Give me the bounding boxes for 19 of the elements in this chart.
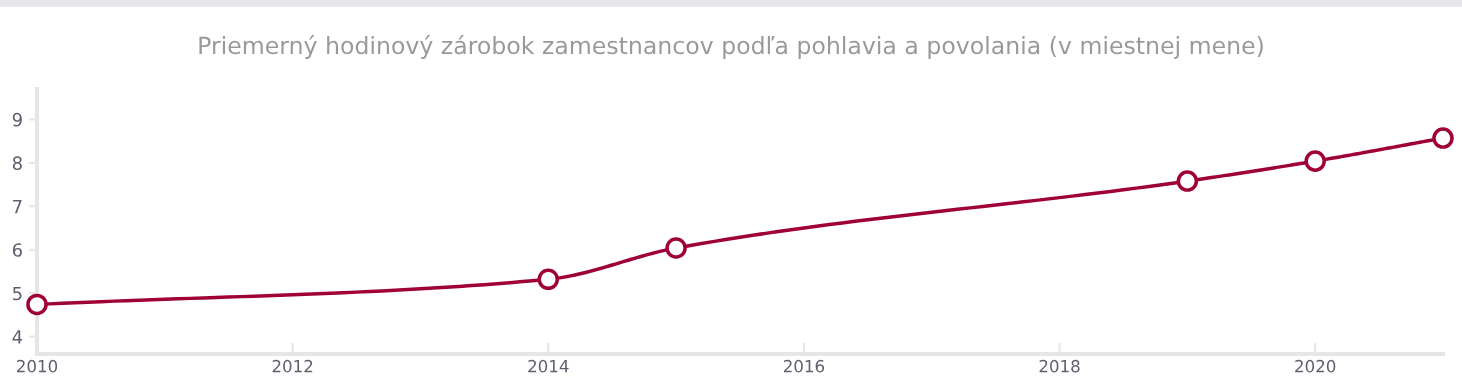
point	[1432, 127, 1454, 149]
x-tick-label: 2010	[17, 359, 58, 373]
y-tick-label: 7	[13, 199, 22, 214]
point	[537, 268, 560, 291]
y-tick-label: 6	[12, 243, 22, 257]
point	[26, 293, 48, 316]
x-tick-label: 2012	[272, 359, 313, 373]
y-tick-label: 9	[12, 112, 22, 127]
x-tick-label: 2016	[783, 359, 825, 373]
point	[1304, 150, 1326, 172]
y-tick-label: 8	[12, 156, 22, 170]
y-tick-label: 5	[13, 286, 22, 301]
x-tick-label: 2020	[1295, 359, 1336, 373]
y-tick-label: 4	[12, 330, 23, 344]
x-tick-label: 2018	[1039, 359, 1080, 373]
point	[1176, 170, 1199, 192]
chart-title: Priemerný hodinový zárobok zamestnancov podľa pohlavia a povolania (v miestnej mene)	[199, 35, 1263, 59]
point	[665, 237, 687, 259]
x-tick-label: 2014	[528, 359, 569, 373]
